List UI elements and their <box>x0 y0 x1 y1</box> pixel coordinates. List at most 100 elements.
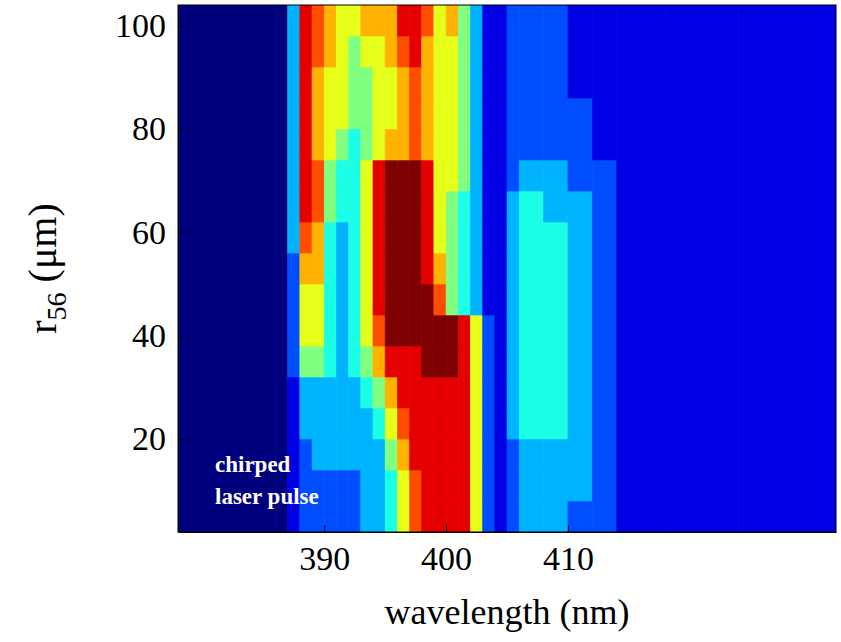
heatmap-cell <box>592 377 616 408</box>
heatmap-cell <box>349 377 361 408</box>
heatmap-cell <box>410 5 422 36</box>
heatmap-cell <box>519 67 543 98</box>
heatmap-cell <box>458 377 470 408</box>
heatmap-cells <box>178 5 836 532</box>
heatmap-cell <box>300 346 312 377</box>
heatmap-cell <box>434 160 446 191</box>
heatmap-cell <box>312 253 324 284</box>
heatmap-cell <box>739 439 836 470</box>
heatmap-cell <box>665 98 738 129</box>
x-axis-title: wavelength (nm) <box>385 592 630 632</box>
heatmap-cell <box>434 36 446 67</box>
heatmap-cell <box>568 191 592 222</box>
heatmap-cell <box>739 470 836 501</box>
heatmap-cell <box>288 160 300 191</box>
heatmap-cell <box>288 129 300 160</box>
heatmap-cell <box>483 129 495 160</box>
heatmap-cell <box>739 98 836 129</box>
heatmap-cell <box>361 315 373 346</box>
heatmap-cell <box>361 36 373 67</box>
heatmap-cell <box>458 222 470 253</box>
heatmap-cell <box>507 67 519 98</box>
heatmap-cell <box>312 98 324 129</box>
heatmap-cell <box>495 191 507 222</box>
heatmap-cell <box>544 315 568 346</box>
heatmap-cell <box>300 129 312 160</box>
heatmap-cell <box>178 284 275 315</box>
heatmap-cell <box>665 284 738 315</box>
heatmap-cell <box>665 222 738 253</box>
heatmap-cell <box>592 191 616 222</box>
x-tick: 410 <box>543 525 594 577</box>
heatmap-cell <box>470 408 482 439</box>
heatmap-cell <box>458 315 470 346</box>
heatmap-cell <box>495 315 507 346</box>
heatmap-cell <box>300 284 312 315</box>
heatmap-cell <box>336 67 348 98</box>
heatmap-cell <box>397 160 409 191</box>
heatmap-cell <box>178 5 275 36</box>
heatmap-cell <box>422 191 434 222</box>
heatmap-cell <box>495 222 507 253</box>
heatmap-cell <box>288 253 300 284</box>
heatmap-cell <box>641 36 665 67</box>
heatmap-cell <box>434 222 446 253</box>
heatmap-cell <box>544 5 568 36</box>
heatmap-cell <box>592 98 616 129</box>
y-axis: 20406080100 <box>115 6 185 533</box>
heatmap-cell <box>507 253 519 284</box>
heatmap-cell <box>336 160 348 191</box>
heatmap-cell <box>178 408 275 439</box>
heatmap-cell <box>617 67 641 98</box>
heatmap-cell <box>568 377 592 408</box>
heatmap-cell <box>397 36 409 67</box>
heatmap-cell <box>470 346 482 377</box>
y-tick-mark <box>178 232 185 233</box>
heatmap-cell <box>617 346 641 377</box>
heatmap-cell <box>568 501 592 532</box>
heatmap-cell <box>739 36 836 67</box>
heatmap-cell <box>300 5 312 36</box>
heatmap-cell <box>373 284 385 315</box>
heatmap-cell <box>592 253 616 284</box>
heatmap-cell <box>544 98 568 129</box>
heatmap-cell <box>178 36 275 67</box>
heatmap-cell <box>544 377 568 408</box>
heatmap-cell <box>336 5 348 36</box>
heatmap-cell <box>385 191 397 222</box>
heatmap-cell <box>544 160 568 191</box>
heatmap-cell <box>324 315 336 346</box>
heatmap-cell <box>568 470 592 501</box>
heatmap-cell <box>617 253 641 284</box>
heatmap-cell <box>507 315 519 346</box>
y-tick: 80 <box>132 110 185 147</box>
heatmap-cell <box>336 346 348 377</box>
y-tick-mark <box>178 439 185 440</box>
heatmap-cell <box>507 377 519 408</box>
heatmap-cell <box>373 191 385 222</box>
heatmap-cell <box>336 98 348 129</box>
heatmap-cell <box>178 222 275 253</box>
heatmap-cell <box>592 160 616 191</box>
heatmap-cell <box>446 470 458 501</box>
heatmap-cell <box>519 377 543 408</box>
heatmap-cell <box>312 377 324 408</box>
heatmap-cell <box>665 470 738 501</box>
heatmap-cell <box>422 98 434 129</box>
heatmap-cell <box>665 5 738 36</box>
heatmap-cell <box>592 129 616 160</box>
heatmap-cell <box>446 377 458 408</box>
heatmap-cell <box>665 377 738 408</box>
y-tick: 100 <box>115 7 185 44</box>
heatmap-cell <box>385 36 397 67</box>
heatmap-cell <box>434 346 446 377</box>
heatmap-cell <box>349 346 361 377</box>
heatmap-cell <box>483 191 495 222</box>
heatmap-cell <box>519 284 543 315</box>
annotation: chirpedlaser pulse <box>215 452 319 509</box>
heatmap-cell <box>568 253 592 284</box>
heatmap-cell <box>665 36 738 67</box>
heatmap-cell <box>385 129 397 160</box>
heatmap-cell <box>373 222 385 253</box>
heatmap-cell <box>739 5 836 36</box>
